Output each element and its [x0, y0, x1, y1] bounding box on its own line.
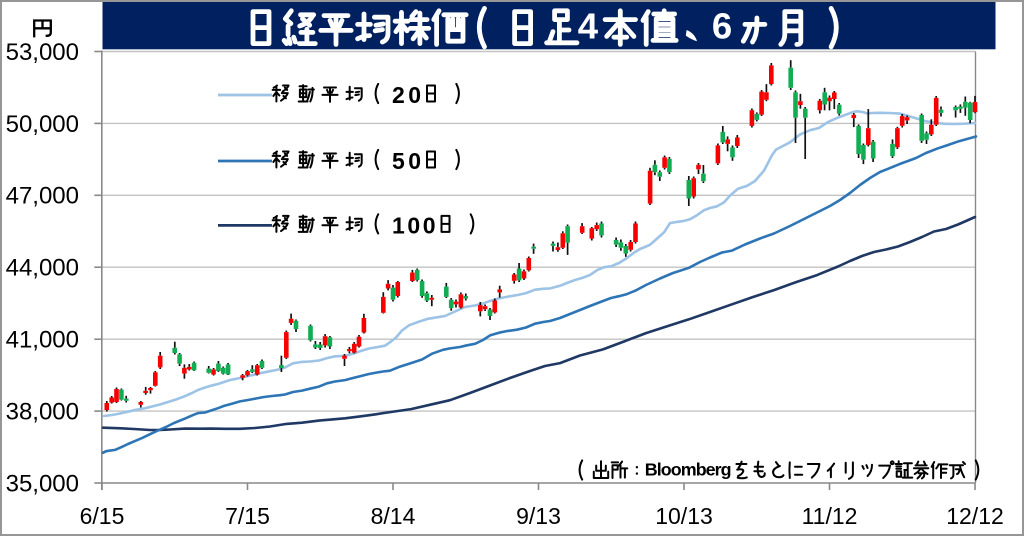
svg-text:12/12: 12/12: [946, 503, 1004, 529]
svg-text:8/14: 8/14: [371, 503, 416, 529]
svg-text:Bloomberg: Bloomberg: [645, 459, 732, 479]
svg-text:7/15: 7/15: [225, 503, 270, 529]
svg-text:4: 4: [578, 6, 599, 47]
svg-text:35,000: 35,000: [6, 470, 79, 497]
svg-text:10/13: 10/13: [655, 503, 713, 529]
svg-text:53,000: 53,000: [6, 39, 79, 66]
svg-text:50,000: 50,000: [6, 111, 79, 138]
svg-text:11/12: 11/12: [802, 503, 858, 529]
svg-text:44,000: 44,000: [6, 255, 79, 282]
svg-text:38,000: 38,000: [6, 399, 79, 426]
svg-text:41,000: 41,000: [6, 327, 79, 354]
svg-text:6/15: 6/15: [80, 503, 125, 529]
svg-text:9/13: 9/13: [516, 503, 561, 529]
svg-text:6: 6: [712, 6, 732, 47]
svg-text:100: 100: [392, 213, 436, 239]
svg-text:47,000: 47,000: [6, 183, 79, 210]
